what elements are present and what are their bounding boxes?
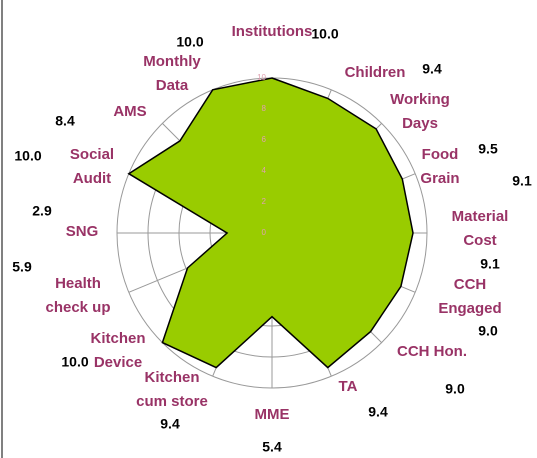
category-label: Kitchen cum store	[136, 369, 208, 410]
category-line: Health	[55, 275, 101, 292]
category-line: Cost	[463, 232, 496, 249]
tick-label: 4	[262, 166, 267, 175]
category-label: Food Grain	[420, 146, 459, 187]
category-label: Social Audit	[70, 146, 114, 187]
tick-label: 8	[262, 104, 267, 113]
category-line: Kitchen	[144, 369, 199, 386]
value-label: 8.4	[55, 113, 75, 129]
category-line: Audit	[73, 170, 111, 187]
category-line: Material	[452, 208, 509, 225]
category-line: Monthly	[143, 53, 201, 70]
category-line: Food	[422, 146, 459, 163]
value-label: 10.0	[61, 354, 88, 370]
category-line: Kitchen	[90, 330, 145, 347]
category-line: cum store	[136, 393, 208, 410]
category-label: CCH Hon.	[397, 343, 467, 360]
category-line: Social	[70, 146, 114, 163]
value-label: 9.4	[422, 61, 442, 77]
category-label: Institutions	[232, 23, 313, 40]
category-label: CCH Engaged	[438, 276, 501, 317]
value-label: 9.5	[478, 141, 498, 157]
category-label: AMS	[113, 103, 146, 120]
category-line: Engaged	[438, 300, 501, 317]
value-label: 9.1	[480, 256, 500, 272]
category-label: Material Cost	[452, 208, 509, 249]
category-label: Kitchen Device	[90, 330, 145, 371]
value-label: 10.0	[14, 148, 41, 164]
tick-label: 2	[262, 197, 267, 206]
category-line: Device	[94, 354, 142, 371]
value-label: 2.9	[32, 203, 52, 219]
category-label: Working Days	[390, 91, 450, 132]
value-label: 9.0	[478, 323, 498, 339]
category-line: Days	[402, 115, 438, 132]
category-label: Monthly Data	[143, 53, 201, 94]
category-line: Data	[156, 77, 189, 94]
tick-label: 0	[262, 228, 267, 237]
category-label: TA	[339, 378, 358, 395]
value-label: 5.9	[12, 259, 32, 275]
category-label: Children	[345, 64, 406, 81]
value-label: 9.0	[445, 381, 465, 397]
value-label: 9.4	[160, 416, 180, 432]
category-line: Working	[390, 91, 450, 108]
value-label: 10.0	[176, 34, 203, 50]
category-label: SNG	[66, 223, 99, 240]
category-label: MME	[255, 406, 290, 423]
tick-label: 6	[262, 135, 267, 144]
value-label: 9.4	[368, 404, 388, 420]
value-label: 5.4	[262, 439, 282, 455]
category-line: Grain	[420, 170, 459, 187]
value-label: 9.1	[512, 173, 532, 189]
category-line: check up	[45, 299, 110, 316]
radar-area	[127, 77, 414, 369]
category-line: CCH	[454, 276, 487, 293]
category-label: Health check up	[45, 275, 110, 316]
tick-label: 10	[257, 73, 266, 82]
value-label: 10.0	[311, 26, 338, 42]
